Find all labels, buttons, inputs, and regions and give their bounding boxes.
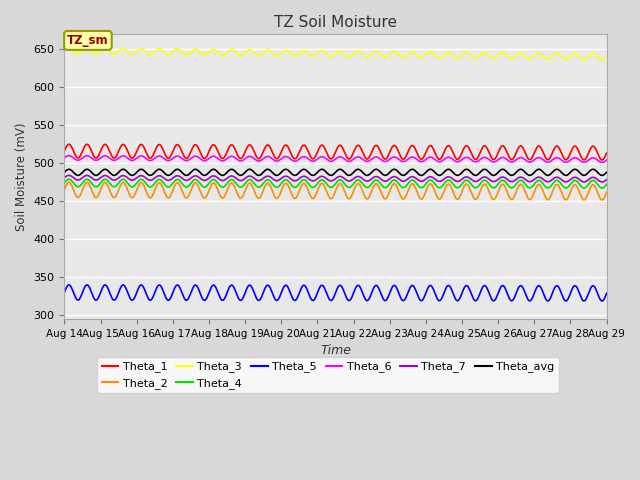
Theta_1 <box>88 150 96 156</box>
Theta_4 <box>488 184 495 190</box>
Theta_1 <box>587 145 595 151</box>
Theta_7 <box>587 175 595 181</box>
Theta_5 <box>310 297 318 303</box>
Theta_2 <box>598 197 606 203</box>
Theta_7 <box>61 175 68 180</box>
Title: TZ Soil Moisture: TZ Soil Moisture <box>274 15 397 30</box>
Theta_4 <box>603 181 611 187</box>
Theta_3 <box>310 54 318 60</box>
Theta_1 <box>598 157 606 163</box>
Theta_3 <box>603 54 611 60</box>
Theta_3 <box>588 51 595 57</box>
Theta_avg <box>603 169 611 175</box>
Theta_6 <box>65 153 73 158</box>
Theta_1 <box>310 156 318 161</box>
Theta_5 <box>324 295 332 300</box>
Theta_7 <box>88 176 96 181</box>
Theta_1 <box>61 148 68 154</box>
Theta_4 <box>61 180 68 186</box>
Theta_4 <box>587 179 595 184</box>
Theta_5 <box>88 292 96 298</box>
Theta_1 <box>488 155 495 161</box>
Theta_7 <box>598 179 606 185</box>
Theta_7 <box>488 178 495 184</box>
Theta_6 <box>603 157 611 163</box>
Theta_avg <box>246 167 253 172</box>
Theta_5 <box>603 290 611 296</box>
Theta_avg <box>61 169 68 175</box>
Theta_6 <box>598 159 606 165</box>
Theta_2 <box>588 183 595 189</box>
Theta_2 <box>603 190 611 195</box>
Line: Theta_6: Theta_6 <box>65 156 607 162</box>
Theta_6 <box>61 155 68 161</box>
Theta_1 <box>603 150 611 156</box>
Theta_4 <box>65 176 73 182</box>
Theta_1 <box>588 145 595 151</box>
Theta_4 <box>588 179 595 184</box>
Theta_3 <box>65 45 73 50</box>
Line: Theta_1: Theta_1 <box>65 144 607 160</box>
Theta_2 <box>324 192 332 198</box>
Text: TZ_sm: TZ_sm <box>67 34 109 47</box>
Theta_3 <box>598 57 606 63</box>
Y-axis label: Soil Moisture (mV): Soil Moisture (mV) <box>15 122 28 231</box>
Theta_2 <box>61 187 68 192</box>
Theta_avg <box>88 170 96 176</box>
Theta_2 <box>310 195 318 201</box>
Theta_3 <box>324 53 332 59</box>
Theta_5 <box>488 296 495 302</box>
Line: Theta_avg: Theta_avg <box>65 169 607 175</box>
Theta_7 <box>310 178 318 184</box>
Line: Theta_4: Theta_4 <box>65 179 607 188</box>
Theta_avg <box>417 172 425 178</box>
Theta_3 <box>88 49 96 55</box>
Theta_5 <box>587 285 595 291</box>
Theta_7 <box>588 175 595 181</box>
Theta_6 <box>587 156 595 161</box>
Theta_1 <box>65 141 73 147</box>
Theta_4 <box>88 181 96 187</box>
Theta_2 <box>587 184 595 190</box>
Theta_3 <box>61 48 68 54</box>
Theta_6 <box>88 156 96 162</box>
Theta_avg <box>310 172 318 178</box>
Theta_7 <box>65 172 73 178</box>
Theta_6 <box>488 158 495 164</box>
Theta_avg <box>488 172 495 178</box>
Theta_4 <box>324 183 332 189</box>
Theta_5 <box>598 298 606 304</box>
Theta_6 <box>324 157 332 163</box>
Theta_avg <box>588 167 595 173</box>
Theta_6 <box>310 158 318 164</box>
Line: Theta_3: Theta_3 <box>65 48 607 60</box>
Line: Theta_7: Theta_7 <box>65 175 607 182</box>
Line: Theta_5: Theta_5 <box>65 285 607 301</box>
Theta_5 <box>61 289 68 295</box>
Theta_2 <box>488 195 495 201</box>
Legend: Theta_1, Theta_2, Theta_3, Theta_4, Theta_5, Theta_6, Theta_7, Theta_avg: Theta_1, Theta_2, Theta_3, Theta_4, Thet… <box>97 357 559 393</box>
Theta_3 <box>488 55 495 61</box>
Theta_4 <box>598 185 606 191</box>
Theta_5 <box>65 282 73 288</box>
Theta_7 <box>603 177 611 182</box>
Theta_6 <box>588 156 595 161</box>
Line: Theta_2: Theta_2 <box>65 182 607 200</box>
Theta_avg <box>324 171 332 177</box>
X-axis label: Time: Time <box>320 344 351 357</box>
Theta_2 <box>88 189 96 195</box>
Theta_7 <box>324 177 332 183</box>
Theta_avg <box>588 167 595 173</box>
Theta_5 <box>588 285 595 290</box>
Theta_4 <box>310 184 318 190</box>
Theta_1 <box>324 153 332 159</box>
Theta_2 <box>65 180 73 185</box>
Theta_3 <box>587 52 595 58</box>
